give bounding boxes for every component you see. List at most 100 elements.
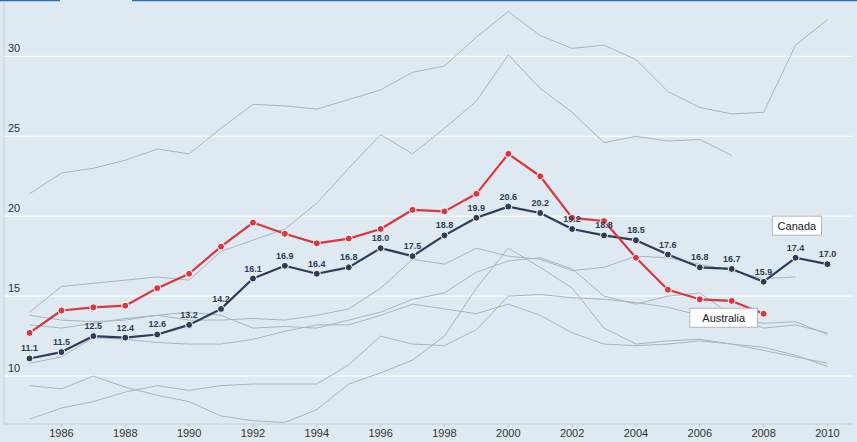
- y-tick-label: 25: [8, 122, 20, 134]
- point: [409, 253, 416, 260]
- background-line: [30, 55, 732, 312]
- data-label: 19.9: [468, 203, 486, 213]
- point: [441, 208, 448, 215]
- data-label: 16.8: [691, 252, 709, 262]
- x-tick-label: 2010: [815, 427, 839, 439]
- point: [281, 262, 288, 269]
- grid-line: [4, 216, 853, 217]
- background: [0, 0, 857, 442]
- point: [90, 333, 97, 340]
- data-label: 17.6: [659, 240, 677, 250]
- point: [154, 331, 161, 338]
- point: [313, 270, 320, 277]
- x-tick-label: 2006: [688, 427, 712, 439]
- y-tick-label: 30: [8, 42, 20, 54]
- point: [218, 305, 225, 312]
- point: [345, 235, 352, 242]
- data-label: 15.9: [755, 267, 773, 277]
- x-tick-label: 1994: [305, 427, 329, 439]
- series-label: Canada: [778, 220, 817, 232]
- data-label: 20.2: [531, 198, 549, 208]
- point: [728, 297, 735, 304]
- point: [249, 219, 256, 226]
- x-tick-label: 1998: [432, 427, 456, 439]
- point: [696, 296, 703, 303]
- grid-line: [4, 56, 853, 57]
- data-label: 16.1: [244, 264, 262, 274]
- y-tick-label: 15: [8, 282, 20, 294]
- x-tick-label: 2008: [751, 427, 775, 439]
- data-label: 11.5: [53, 337, 70, 347]
- point: [58, 307, 65, 314]
- data-label: 16.8: [340, 252, 358, 262]
- point: [569, 225, 576, 232]
- point: [26, 355, 33, 362]
- x-tick-label: 2004: [624, 427, 648, 439]
- background-line: [30, 304, 828, 363]
- data-label: 16.9: [276, 251, 294, 261]
- point: [760, 278, 767, 285]
- data-label: 18.8: [436, 220, 454, 230]
- plot-area: [26, 12, 831, 423]
- series-line: [30, 207, 828, 359]
- top-rule: [0, 0, 60, 1]
- data-label: 19.2: [563, 214, 581, 224]
- point: [377, 225, 384, 232]
- x-tick-label: 2002: [560, 427, 584, 439]
- point: [218, 243, 225, 250]
- data-label: 11.1: [21, 343, 38, 353]
- x-tick-label: 2000: [496, 427, 520, 439]
- series-line: [30, 154, 764, 333]
- point: [505, 203, 512, 210]
- background-line: [30, 295, 828, 420]
- data-label: 20.6: [500, 192, 518, 202]
- point: [58, 349, 65, 356]
- background-line: [30, 12, 828, 194]
- data-label: 12.6: [148, 319, 166, 329]
- grid-line: [4, 136, 853, 137]
- point: [632, 254, 639, 261]
- y-tick-label: 10: [8, 362, 20, 374]
- data-label: 18.0: [372, 233, 390, 243]
- point: [249, 275, 256, 282]
- top-rule: [132, 0, 857, 1]
- point: [632, 237, 639, 244]
- point: [601, 232, 608, 239]
- data-label: 17.0: [819, 249, 837, 259]
- data-label: 17.4: [787, 243, 805, 253]
- background-line: [30, 258, 828, 333]
- chart: 1015202530198619881990199219941996199820…: [0, 0, 857, 442]
- point: [186, 321, 193, 328]
- x-axis-line: [4, 424, 853, 425]
- series-label-box: [772, 216, 821, 235]
- data-label: 12.5: [85, 321, 103, 331]
- labels: 11.111.512.512.412.613.214.216.116.916.4…: [21, 192, 836, 354]
- x-tick-label: 1986: [49, 427, 73, 439]
- point: [154, 285, 161, 292]
- point: [345, 264, 352, 271]
- x-tick-label: 1992: [241, 427, 265, 439]
- point: [696, 264, 703, 271]
- point: [664, 251, 671, 258]
- point: [728, 265, 735, 272]
- data-label: 18.5: [627, 225, 645, 235]
- data-label: 17.5: [404, 241, 422, 251]
- y-axis-line: [4, 2, 5, 424]
- y-tick-label: 20: [8, 202, 20, 214]
- point: [26, 329, 33, 336]
- grid-line: [4, 376, 853, 377]
- point: [90, 304, 97, 311]
- data-label: 14.2: [212, 294, 230, 304]
- point: [281, 230, 288, 237]
- point: [186, 270, 193, 277]
- point: [760, 310, 767, 317]
- point: [377, 245, 384, 252]
- point: [313, 240, 320, 247]
- series-label-box: [690, 308, 758, 327]
- point: [537, 210, 544, 217]
- x-tick-label: 1996: [368, 427, 392, 439]
- point: [122, 302, 129, 309]
- point: [824, 261, 831, 268]
- point: [537, 173, 544, 180]
- point: [473, 214, 480, 221]
